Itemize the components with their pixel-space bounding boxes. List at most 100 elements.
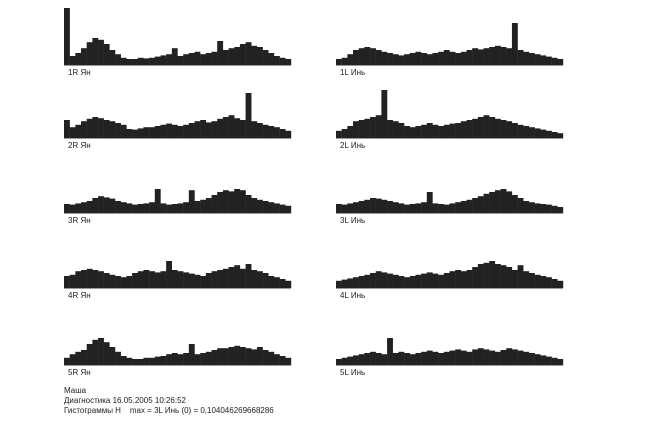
bar <box>409 204 416 213</box>
bar <box>183 124 190 138</box>
bar <box>523 351 530 365</box>
bar <box>500 189 507 213</box>
bar <box>392 202 399 213</box>
bar <box>166 354 173 365</box>
bar <box>404 126 410 138</box>
bar <box>120 57 127 65</box>
bar <box>455 123 462 138</box>
bar <box>183 353 190 365</box>
bar <box>205 198 212 213</box>
bar <box>262 124 269 138</box>
bar <box>211 195 218 213</box>
bar <box>115 276 121 288</box>
panel-label: 5L Инь <box>340 368 365 377</box>
bar <box>137 271 144 288</box>
bar <box>279 57 286 65</box>
bar <box>489 47 496 65</box>
bar <box>273 354 280 365</box>
bar <box>245 348 252 365</box>
bar <box>86 344 93 365</box>
panel-label: 4R Ян <box>68 291 91 300</box>
bar <box>177 203 184 213</box>
bar <box>353 50 359 65</box>
bar <box>375 50 382 65</box>
bar <box>194 51 201 65</box>
bar <box>477 49 484 65</box>
bar <box>415 51 422 65</box>
bar <box>506 267 513 288</box>
bar <box>353 277 359 288</box>
bar <box>551 57 558 65</box>
bar <box>103 44 110 65</box>
bar <box>262 50 269 65</box>
bar <box>426 192 433 213</box>
bar <box>92 339 99 365</box>
bar <box>404 54 410 65</box>
bar <box>347 126 354 138</box>
bar <box>126 203 133 213</box>
bar <box>228 267 235 288</box>
bar <box>228 115 235 138</box>
bar <box>166 123 173 138</box>
bar <box>341 57 348 65</box>
bar <box>364 47 371 65</box>
bar <box>81 202 87 213</box>
bar <box>466 120 473 138</box>
bar <box>149 127 155 138</box>
bar <box>86 201 93 213</box>
bar <box>341 357 348 365</box>
bar <box>421 53 427 65</box>
bar <box>398 55 405 65</box>
bar <box>336 280 342 288</box>
bar <box>239 190 246 213</box>
bar <box>115 351 121 365</box>
bar <box>455 349 462 365</box>
bar <box>177 354 184 365</box>
bar <box>143 357 150 365</box>
bar <box>75 203 82 213</box>
bar <box>171 204 178 213</box>
panel-label: 4L Инь <box>340 291 365 300</box>
bar <box>432 53 439 65</box>
bar <box>211 121 218 138</box>
bar <box>415 274 422 288</box>
bar <box>64 8 70 65</box>
bar <box>251 198 258 213</box>
bar <box>557 59 564 65</box>
bar <box>64 357 70 365</box>
bar <box>545 277 552 288</box>
bar <box>234 189 241 213</box>
bar <box>285 205 292 213</box>
bar <box>98 196 104 213</box>
bar <box>551 132 558 138</box>
bar <box>217 118 224 138</box>
bar <box>262 273 269 288</box>
bar <box>120 277 127 288</box>
bar <box>154 56 161 65</box>
bar <box>149 202 155 213</box>
bar <box>120 124 127 138</box>
bar <box>404 353 410 365</box>
panel-label: 2L Инь <box>340 141 365 150</box>
bar <box>545 130 552 138</box>
bar <box>98 118 104 138</box>
bar <box>137 128 144 138</box>
bar <box>517 265 524 288</box>
bar <box>381 354 388 365</box>
bar <box>347 356 354 365</box>
bar <box>438 51 445 65</box>
bar <box>381 90 388 138</box>
bar <box>449 123 456 138</box>
bar <box>126 59 133 65</box>
panel-label: 1R Ян <box>68 68 91 77</box>
bar <box>370 117 376 138</box>
bar <box>398 203 405 213</box>
bar <box>166 204 173 213</box>
bar <box>222 190 229 213</box>
bar <box>392 353 399 365</box>
bar <box>171 124 178 138</box>
bar <box>506 121 513 138</box>
bar <box>132 59 138 65</box>
bar <box>540 355 547 365</box>
bar <box>375 198 382 213</box>
